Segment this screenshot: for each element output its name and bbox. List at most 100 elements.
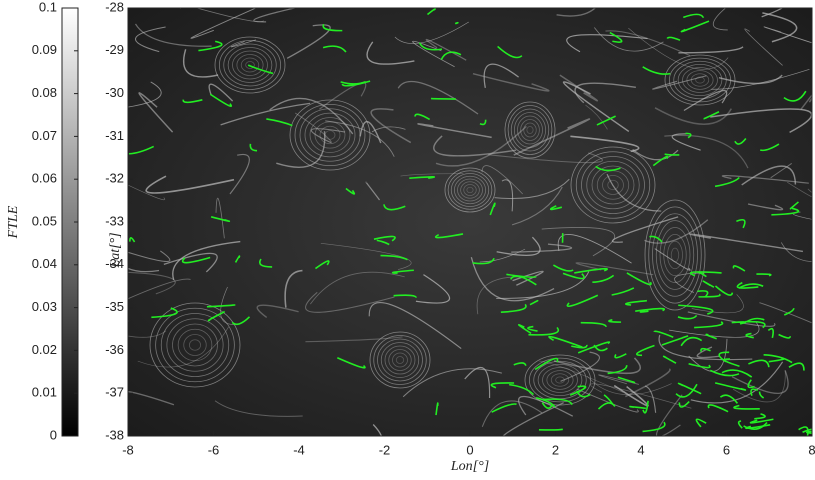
particle-streak <box>314 260 330 270</box>
eddy-ring <box>384 345 416 375</box>
colorbar-tick-label: 0.03 <box>32 299 57 314</box>
particle-streak <box>709 369 740 377</box>
particle-streak <box>576 390 591 398</box>
particle-streak <box>806 430 812 435</box>
particle-streak <box>376 239 390 246</box>
filament <box>611 216 679 243</box>
eddy-ring <box>227 47 273 83</box>
filament <box>412 40 455 68</box>
eddy-ring <box>160 313 230 377</box>
filament <box>483 63 519 88</box>
x-tick-label: 6 <box>723 442 730 457</box>
particle-streak <box>747 379 755 389</box>
filament <box>397 80 479 115</box>
particle-streak <box>128 145 155 155</box>
filament <box>744 28 783 66</box>
filament <box>286 24 331 59</box>
filament <box>598 374 640 385</box>
eddy-ring <box>444 167 496 213</box>
particle-streak <box>569 385 587 396</box>
particle-streak <box>206 304 236 308</box>
filament <box>400 173 464 177</box>
y-tick-label: -30 <box>105 85 124 100</box>
eddy-ring <box>309 117 351 153</box>
particle-streak <box>541 402 553 409</box>
particle-streak <box>391 269 414 274</box>
eddy-ring <box>504 101 556 159</box>
particle-streak <box>479 119 487 126</box>
filament <box>574 82 636 104</box>
particle-streak <box>418 42 443 51</box>
eddy-ring <box>520 119 540 141</box>
eddy-ring <box>223 43 277 87</box>
eddy-ring <box>542 367 578 393</box>
filament <box>570 135 640 153</box>
eddy-ring <box>236 54 264 76</box>
particle-streak <box>689 271 722 277</box>
filament <box>310 271 405 305</box>
filament <box>253 8 298 23</box>
filament <box>128 390 175 406</box>
eddy-ring <box>686 70 714 90</box>
eddy-ring <box>457 178 483 202</box>
particle-streak <box>535 397 556 408</box>
eddy-ring <box>667 240 683 270</box>
eddy-ring <box>652 213 698 297</box>
particle-streak <box>678 304 714 315</box>
eddy-ring <box>149 302 241 388</box>
particle-streak <box>562 272 585 280</box>
filament <box>215 197 225 239</box>
particle-streak <box>721 369 753 378</box>
particle-streak <box>731 321 747 325</box>
particle-streak <box>758 391 765 399</box>
filament <box>628 27 729 70</box>
eddy-ring <box>395 356 405 364</box>
particle-streak <box>683 13 705 19</box>
particle-streak <box>694 321 724 329</box>
filament <box>559 74 599 102</box>
filament <box>688 338 728 372</box>
filament <box>562 81 630 133</box>
particle-streak <box>714 176 740 188</box>
filament <box>590 383 692 409</box>
x-tick-label: -2 <box>379 442 391 457</box>
filament <box>689 233 804 253</box>
filament <box>556 8 596 17</box>
filament <box>780 242 812 262</box>
filament <box>511 186 563 226</box>
filament <box>513 118 590 156</box>
filament <box>770 163 792 179</box>
eddy-ring <box>581 156 645 214</box>
particle-streak <box>513 362 527 367</box>
filament <box>664 134 749 169</box>
filament <box>652 75 707 90</box>
eddy-ring <box>447 170 493 210</box>
filament <box>517 395 574 417</box>
filament <box>472 72 550 92</box>
filament <box>435 125 527 167</box>
filament <box>732 371 786 403</box>
particle-streak <box>652 155 669 167</box>
particle-streak <box>209 93 233 108</box>
filament <box>417 123 492 139</box>
eddy-ring <box>677 63 723 97</box>
particle-streak <box>788 362 805 371</box>
filament <box>138 92 174 133</box>
filament <box>402 368 502 398</box>
filament <box>481 165 524 195</box>
y-tick-label: -28 <box>105 0 124 14</box>
particle-streak <box>749 418 774 424</box>
particle-streak <box>322 45 347 53</box>
filament <box>276 131 326 168</box>
particle-streak <box>435 402 439 416</box>
particle-streak <box>649 235 663 243</box>
filament <box>128 330 167 338</box>
eddy-ring <box>380 342 420 378</box>
particle-streak <box>698 293 721 298</box>
eddy-ring <box>523 122 537 138</box>
x-axis-label: Lon[°] <box>450 459 489 474</box>
particle-streak <box>703 111 720 120</box>
eddy-ring <box>659 227 691 283</box>
filament <box>128 250 171 263</box>
particle-streak <box>789 201 799 210</box>
